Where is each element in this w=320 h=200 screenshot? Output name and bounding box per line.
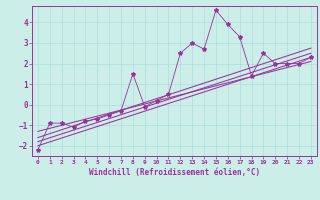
X-axis label: Windchill (Refroidissement éolien,°C): Windchill (Refroidissement éolien,°C) <box>89 168 260 177</box>
